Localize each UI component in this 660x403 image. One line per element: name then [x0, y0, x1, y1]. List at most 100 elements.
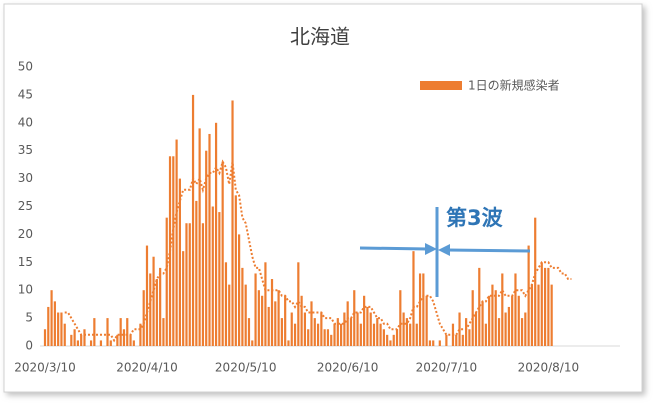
bar: [93, 318, 96, 346]
y-tick-label: 25: [18, 199, 33, 213]
x-tick-label: 2020/7/10: [416, 361, 478, 375]
annotation-arrow: [446, 248, 531, 253]
bar: [201, 223, 205, 346]
y-tick-label: 40: [18, 115, 33, 129]
bar: [231, 100, 234, 346]
bar: [63, 323, 66, 346]
bar: [119, 318, 122, 346]
bar: [455, 334, 458, 346]
bar: [129, 334, 132, 346]
bar: [392, 334, 395, 346]
bar: [527, 245, 530, 346]
bar: [214, 122, 218, 346]
bar: [511, 295, 514, 346]
bar: [43, 329, 47, 346]
bar: [333, 323, 336, 346]
bar: [80, 334, 83, 346]
bar: [478, 267, 481, 346]
bar: [139, 323, 142, 346]
y-tick-label: 0: [25, 339, 33, 353]
bar: [537, 284, 540, 346]
bar: [547, 267, 550, 346]
bar: [540, 262, 543, 346]
legend-swatch: [420, 81, 462, 90]
bar: [543, 267, 547, 346]
bar: [149, 273, 152, 346]
bar: [238, 234, 241, 346]
bar: [425, 295, 428, 346]
bar: [297, 262, 300, 346]
bar: [152, 256, 155, 346]
annotation: 第3波: [446, 206, 504, 230]
bar: [468, 329, 471, 346]
bar: [412, 251, 415, 346]
bar: [399, 290, 402, 346]
y-tick-label: 35: [18, 143, 33, 157]
bar: [126, 318, 129, 346]
bar: [205, 150, 208, 346]
bar: [402, 312, 405, 346]
bar: [534, 217, 537, 346]
y-tick-label: 45: [18, 87, 33, 101]
bar: [195, 200, 198, 346]
bar: [159, 267, 162, 346]
bar: [251, 340, 254, 346]
bar: [257, 290, 260, 346]
y-tick-label: 30: [18, 171, 33, 185]
bar: [142, 290, 145, 346]
bar: [428, 340, 432, 346]
bar: [89, 340, 93, 346]
bar: [481, 301, 484, 346]
bar: [155, 279, 158, 346]
x-tick-label: 2020/5/10: [215, 361, 277, 375]
bar: [264, 262, 267, 346]
bar: [369, 312, 372, 346]
bar: [198, 128, 201, 346]
bar: [70, 334, 73, 346]
bar: [336, 318, 339, 346]
bar: [432, 340, 435, 346]
bar: [47, 306, 50, 346]
bar: [497, 318, 501, 346]
bar: [379, 323, 382, 346]
bar: [178, 178, 181, 346]
bar: [211, 206, 214, 346]
bar: [488, 295, 491, 346]
moving-average-line: [64, 159, 572, 343]
bar: [57, 312, 60, 346]
bar: [353, 290, 356, 346]
bar: [247, 318, 251, 346]
bar: [109, 340, 112, 346]
bar: [261, 295, 264, 346]
annotation-arrow: [359, 246, 429, 251]
bar: [277, 290, 280, 346]
annotation-arrowhead: [438, 244, 450, 256]
bar: [188, 223, 191, 346]
bar: [524, 312, 527, 346]
bar: [76, 340, 79, 346]
bar: [287, 340, 290, 346]
bar: [395, 329, 399, 346]
bar: [386, 334, 389, 346]
bar: [83, 329, 86, 346]
bar: [494, 290, 497, 346]
bar: [122, 329, 126, 346]
bar: [382, 329, 385, 346]
bar: [405, 318, 408, 346]
bar: [359, 323, 362, 346]
bar: [507, 306, 510, 346]
bar: [50, 290, 53, 346]
bar: [293, 323, 297, 346]
bar: [221, 161, 224, 346]
bar: [267, 306, 270, 346]
bar: [316, 323, 320, 346]
bar: [300, 295, 303, 346]
y-tick-label: 10: [18, 283, 33, 297]
bar: [346, 301, 349, 346]
bar: [356, 312, 359, 346]
bar: [162, 318, 165, 346]
x-tick-label: 2020/6/10: [317, 361, 379, 375]
bar: [422, 273, 425, 346]
